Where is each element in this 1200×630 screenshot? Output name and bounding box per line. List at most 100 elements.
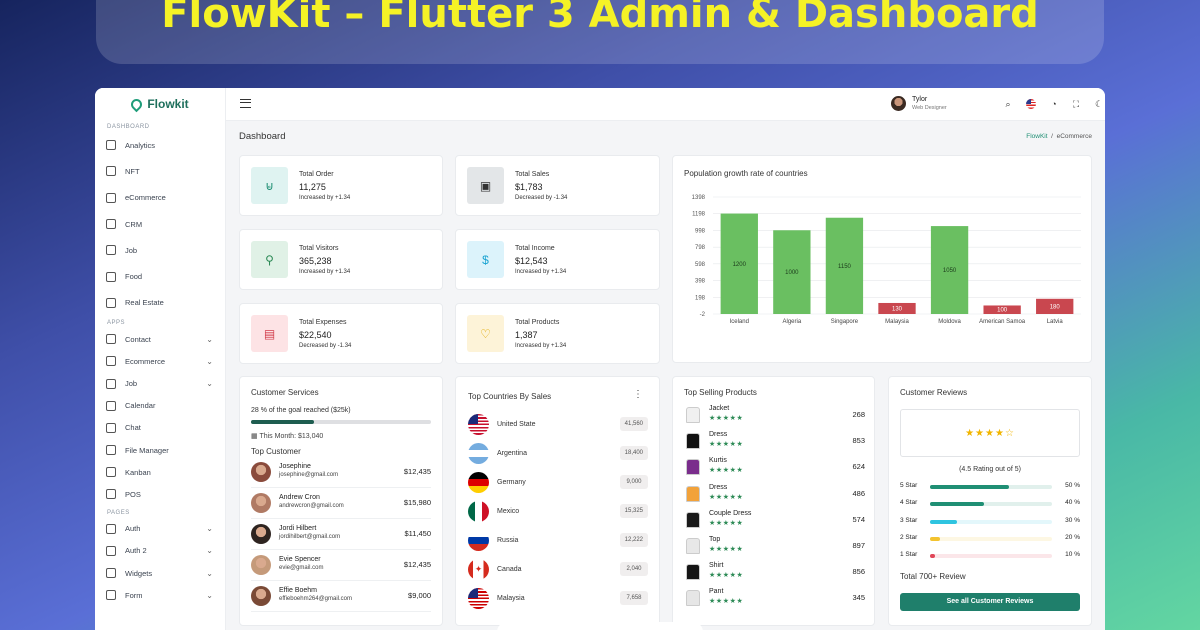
product-row[interactable]: Jacket ★★★★★ 268 [684,404,865,430]
country-sales-badge: 12,222 [619,533,648,547]
breadcrumb-root[interactable]: FlowKit [1026,133,1048,140]
country-row[interactable]: Malaysia 7,658 [468,585,648,614]
sidebar-item-form[interactable]: Form ⌄ [95,584,225,606]
country-row[interactable]: ✦ Canada 2,040 [468,556,648,585]
product-row[interactable]: Kurtis ★★★★★ 624 [684,456,865,482]
month-text: This Month: $13,040 [259,433,324,440]
x-tick-label: Latvia [1047,319,1064,325]
see-all-reviews-button[interactable]: See all Customer Reviews [900,593,1080,611]
customer-row[interactable]: Jordi Hilbert jordihilbert@gmail.com $11,4… [251,519,431,550]
sidebar-item-pos[interactable]: POS [95,483,225,505]
search-icon[interactable]: ⌕ [1005,99,1011,109]
bottom-pill [497,622,703,630]
x-tick-label: Malaysia [885,319,909,325]
calendar-icon [106,400,116,411]
chevron-down-icon[interactable]: ⌄ [206,356,213,366]
sidebar-item-job[interactable]: Job ⌄ [95,372,225,394]
stat-card-total-sales: ▣ Total Sales $1,783 Decreased by -1.34 [455,155,660,216]
chevron-down-icon[interactable]: ⌄ [206,334,213,344]
fullscreen-icon[interactable]: ⛶ [1072,99,1080,109]
review-distribution-row: 5 Star 50 % [900,481,1080,493]
banner-title: FlowKit – Flutter 3 Admin & Dashboard [161,0,1039,37]
more-options-icon[interactable]: ⋮ [633,389,643,400]
product-row[interactable]: Top ★★★★★ 897 [684,535,865,561]
customer-row[interactable]: Evie Spencer evie@gmail.com $12,435 [251,550,431,581]
top-bar: ⌕ ◔ ⛶ ☾ [226,88,1105,121]
de-flag-icon [468,472,489,493]
review-star-label: 5 Star [900,482,918,489]
y-tick-label: 1198 [692,212,706,218]
mx-flag-icon [468,501,489,522]
food-icon [106,271,116,282]
sidebar-item-kanban[interactable]: Kanban [95,461,225,483]
sidebar-item-contact[interactable]: Contact ⌄ [95,328,225,350]
sidebar-item-food[interactable]: Food [95,263,225,289]
product-sold-count: 345 [852,593,865,603]
product-row[interactable]: Pant ★★★★★ 345 [684,587,865,613]
notification-bell-icon[interactable]: ◔ [1051,99,1057,109]
country-row[interactable]: Germany 9,000 [468,469,648,498]
avatar[interactable] [891,96,906,111]
sidebar-item-ecommerce[interactable]: Ecommerce ⌄ [95,350,225,372]
sidebar-section-label: APPS [107,320,126,327]
users-icon [106,334,116,345]
sidebar-item-chat[interactable]: Chat [95,417,225,439]
chevron-down-icon[interactable]: ⌄ [206,568,213,578]
customer-row[interactable]: Josephine josephine@gmail.com $12,435 [251,457,431,488]
sidebar-item-real-estate[interactable]: Real Estate [95,290,225,316]
country-row[interactable]: United State 41,560 [468,411,648,440]
sidebar-item-auth-2[interactable]: Auth 2 ⌄ [95,540,225,562]
bar-value-label: 1150 [838,264,852,270]
country-row[interactable]: Russia 12,222 [468,527,648,556]
review-bar-fill [930,502,984,507]
sidebar-item-label: NFT [125,166,140,176]
user-name[interactable]: Tylor [912,96,928,103]
sidebar-item-crm[interactable]: CRM [95,211,225,237]
folder-icon [106,445,116,456]
ca-flag-icon: ✦ [468,559,489,580]
sidebar-item-auth[interactable]: Auth ⌄ [95,518,225,540]
product-name: Jacket [709,405,730,412]
customer-avatar [251,493,271,513]
customer-email: jordihilbert@gmail.com [279,534,341,540]
country-row[interactable]: Argentina 18,400 [468,440,648,469]
sidebar-item-job[interactable]: Job [95,237,225,263]
country-row[interactable]: Mexico 15,325 [468,498,648,527]
sidebar-item-nft[interactable]: NFT [95,158,225,184]
product-row[interactable]: Couple Dress ★★★★★ 574 [684,509,865,535]
product-image [686,538,700,554]
product-row[interactable]: Dress ★★★★★ 486 [684,483,865,509]
customer-amount: $9,000 [408,591,431,600]
chevron-down-icon[interactable]: ⌄ [206,546,213,556]
sidebar-item-ecommerce[interactable]: eCommerce [95,185,225,211]
sidebar-item-analytics[interactable]: Analytics [95,132,225,158]
chevron-down-icon[interactable]: ⌄ [206,379,213,389]
customer-row[interactable]: Effie Boehm effieboehm264@gmail.com $9,000 [251,581,431,612]
bar-value-label: 130 [892,306,903,312]
stat-value: 11,275 [299,182,326,192]
product-row[interactable]: Shirt ★★★★★ 856 [684,561,865,587]
stat-label: Total Order [299,171,334,178]
bar-singapore [825,217,864,314]
product-row[interactable]: Dress ★★★★★ 853 [684,430,865,456]
chevron-down-icon[interactable]: ⌄ [206,590,213,600]
sidebar-item-file-manager[interactable]: File Manager [95,439,225,461]
stat-label: Total Sales [515,171,550,178]
brand-logo[interactable]: Flowkit [95,88,225,120]
top-countries-title: Top Countries By Sales [468,392,552,401]
dark-mode-icon[interactable]: ☾ [1094,99,1104,109]
language-flag-icon[interactable] [1026,99,1036,109]
chevron-down-icon[interactable]: ⌄ [206,524,213,534]
sidebar-item-widgets[interactable]: Widgets ⌄ [95,562,225,584]
bar-value-label: 1050 [943,268,957,274]
customer-row[interactable]: Andrew Cron andrewcron@gmail.com $15,980 [251,488,431,519]
menu-toggle-icon[interactable] [240,99,251,108]
sidebar-item-label: Form [125,590,143,600]
country-name: Germany [497,479,526,486]
sidebar-item-calendar[interactable]: Calendar [95,395,225,417]
diamond-icon [106,219,116,230]
stat-delta: Increased by +1.34 [515,343,567,349]
customer-amount: $12,435 [403,560,431,569]
bar-value-label: 1200 [733,262,747,268]
review-bar-fill [930,485,1010,489]
